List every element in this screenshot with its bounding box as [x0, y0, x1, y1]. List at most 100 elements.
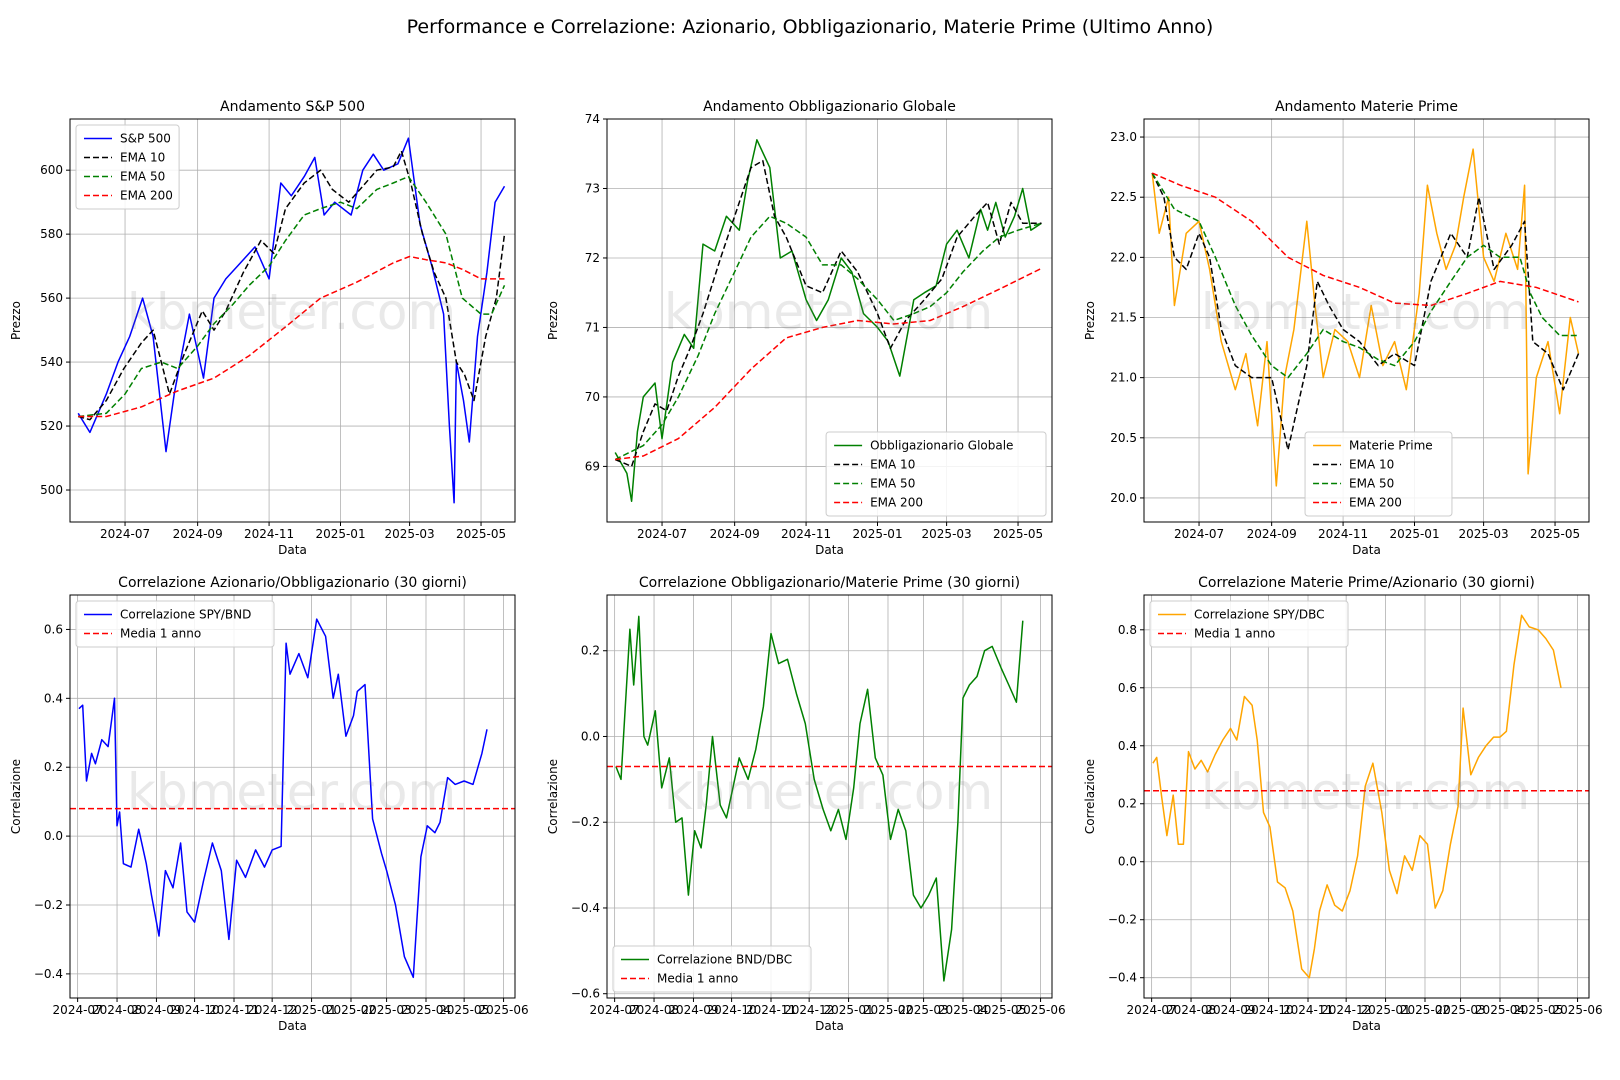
- x-tick-label: 2025-03: [385, 527, 435, 541]
- legend-label: EMA 10: [1349, 458, 1394, 472]
- y-tick-label: 0.2: [581, 644, 600, 658]
- legend: Obbligazionario Globale EMA 10 EMA 50 EMA 2…: [825, 431, 1047, 517]
- series-line: [78, 255, 505, 418]
- y-axis-label: Correlazione: [9, 759, 23, 834]
- x-tick-label: 2024-11: [1318, 527, 1368, 541]
- plot-background: [70, 595, 515, 998]
- legend-label: EMA 50: [1349, 477, 1394, 491]
- x-tick-label: 2025-02: [1400, 1003, 1450, 1017]
- y-tick-label: −0.2: [1108, 913, 1137, 927]
- subplot-2: 2024-07 2024-09 2024-11 2025-01 2025-03 2025-…: [546, 99, 1053, 557]
- y-tick-label: 0.0: [44, 829, 63, 843]
- y-axis-label: Prezzo: [9, 301, 23, 340]
- legend-label: Correlazione SPY/BND: [120, 608, 251, 622]
- legend-box: [825, 431, 1047, 517]
- x-tick-label: 2024-07: [590, 1003, 640, 1017]
- subplot-1: 2024-07 2024-09 2024-11 2025-01 2025-03 2025-…: [9, 99, 516, 557]
- legend-label: Obbligazionario Globale: [870, 439, 1013, 453]
- y-tick-label: 0.2: [1118, 797, 1137, 811]
- series-line: [1151, 172, 1579, 307]
- y-tick-label: 20.5: [1110, 431, 1137, 445]
- plot-background: [607, 595, 1052, 998]
- x-tick-label: 2024-07: [100, 527, 150, 541]
- x-tick-label: 2024-12: [247, 1003, 297, 1017]
- series-group: [614, 139, 1042, 502]
- x-tick-label: 2025-01: [315, 527, 365, 541]
- y-tick-label: 23.0: [1110, 130, 1137, 144]
- x-tick-label: 2025-06: [1015, 1003, 1065, 1017]
- x-tick-label: 2024-09: [1205, 1003, 1255, 1017]
- x-tick-label: 2025-05: [993, 527, 1043, 541]
- y-tick-label: 20.0: [1110, 491, 1137, 505]
- x-tick-label: 2025-04: [938, 1003, 988, 1017]
- legend-box: [75, 600, 275, 648]
- x-tick-label: 2025-01: [287, 1003, 337, 1017]
- legend-label: Media 1 anno: [1194, 627, 1275, 641]
- x-tick-label: 2025-03: [1459, 527, 1509, 541]
- x-tick-label: 2025-01: [824, 1003, 874, 1017]
- y-tick-label: 73: [585, 181, 600, 195]
- y-tick-label: 0.0: [1118, 855, 1137, 869]
- y-axis-label: Prezzo: [1083, 301, 1097, 340]
- x-axis-label: Data: [1352, 543, 1381, 557]
- y-tick-label: 74: [585, 112, 600, 126]
- legend-box: [1149, 600, 1349, 648]
- x-tick-label: 2024-08: [1166, 1003, 1216, 1017]
- subplot-title: Correlazione Materie Prime/Azionario (30…: [1198, 575, 1535, 591]
- x-tick-label: 2025-04: [401, 1003, 451, 1017]
- x-tick-label: 2024-07: [53, 1003, 103, 1017]
- y-tick-label: 69: [585, 459, 600, 473]
- x-tick-label: 2025-01: [1361, 1003, 1411, 1017]
- x-tick-label: 2024-10: [707, 1003, 757, 1017]
- x-tick-label: 2025-02: [326, 1003, 376, 1017]
- series-line: [1152, 614, 1562, 979]
- y-tick-label: −0.6: [571, 987, 600, 1001]
- y-tick-label: 22.0: [1110, 250, 1137, 264]
- series-group: [607, 615, 1052, 982]
- x-tick-label: 2024-09: [710, 527, 760, 541]
- y-tick-label: 0.0: [581, 729, 600, 743]
- y-tick-label: 0.4: [44, 691, 63, 705]
- figure-title: Performance e Correlazione: Azionario, O…: [406, 16, 1214, 38]
- x-tick-label: 2024-09: [668, 1003, 718, 1017]
- x-tick-label: 2024-11: [1283, 1003, 1333, 1017]
- series-group: [1151, 148, 1580, 487]
- series-line: [77, 137, 506, 504]
- x-tick-label: 2024-08: [629, 1003, 679, 1017]
- series-line: [78, 618, 488, 979]
- legend-box: [612, 945, 812, 993]
- x-axis-label: Data: [278, 543, 307, 557]
- y-tick-label: −0.4: [571, 901, 600, 915]
- x-tick-label: 2025-03: [362, 1003, 412, 1017]
- y-tick-label: 580: [40, 227, 63, 241]
- x-tick-label: 2024-07: [1127, 1003, 1177, 1017]
- y-tick-label: 0.6: [1118, 681, 1137, 695]
- x-tick-label: 2024-08: [92, 1003, 142, 1017]
- y-axis-label: Prezzo: [546, 301, 560, 340]
- y-tick-label: −0.2: [34, 898, 63, 912]
- x-tick-label: 2024-10: [170, 1003, 220, 1017]
- y-tick-label: 21.0: [1110, 371, 1137, 385]
- subplot-5: 2024-072024-082024-092024-102024-112024-…: [546, 575, 1066, 1033]
- x-tick-label: 2025-05: [1530, 527, 1580, 541]
- subplot-3: 2024-07 2024-09 2024-11 2025-01 2025-03 2025-…: [1083, 99, 1590, 557]
- x-tick-label: 2025-05: [976, 1003, 1026, 1017]
- x-tick-label: 2024-12: [784, 1003, 834, 1017]
- legend: Correlazione SPY/DBC Media 1 anno: [1149, 600, 1349, 648]
- y-tick-label: 0.8: [1118, 623, 1137, 637]
- y-tick-label: 500: [40, 483, 63, 497]
- series-line: [1151, 172, 1580, 451]
- legend-label: Media 1 anno: [657, 972, 738, 986]
- x-tick-label: 2025-05: [1513, 1003, 1563, 1017]
- x-axis-label: Data: [1352, 1019, 1381, 1033]
- subplot-6: 2024-072024-082024-092024-102024-112024-…: [1083, 575, 1603, 1033]
- series-line: [614, 215, 1042, 461]
- x-tick-label: 2024-07: [1174, 527, 1224, 541]
- legend-label: EMA 50: [120, 170, 165, 184]
- axes-frame: [606, 594, 1053, 999]
- y-tick-label: 0.4: [1118, 739, 1137, 753]
- series-line: [1151, 172, 1579, 379]
- y-tick-label: 0.6: [44, 622, 63, 636]
- series-line: [615, 615, 1024, 982]
